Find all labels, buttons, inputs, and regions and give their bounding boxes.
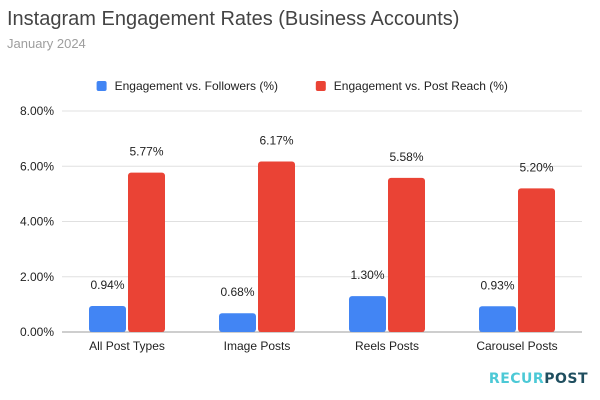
data-label: 5.77% [129, 145, 163, 159]
y-tick-label: 2.00% [20, 270, 54, 284]
y-tick-label: 6.00% [20, 159, 54, 173]
x-tick-label: Reels Posts [355, 339, 419, 353]
bar [258, 161, 295, 332]
y-tick-label: 8.00% [20, 104, 54, 118]
logo-part-post: POST [544, 371, 588, 387]
legend-label: Engagement vs. Post Reach (%) [334, 79, 508, 93]
data-label: 1.30% [350, 268, 384, 282]
logo-part-recur: RECUR [488, 371, 545, 387]
chart-title: Instagram Engagement Rates (Business Acc… [7, 8, 460, 30]
data-label: 0.93% [480, 278, 514, 292]
bar [349, 296, 386, 332]
data-label: 5.58% [389, 150, 423, 164]
recurpost-logo: RECURPOST [489, 371, 588, 387]
chart-subtitle: January 2024 [7, 36, 86, 51]
bar [219, 313, 256, 332]
legend-label: Engagement vs. Followers (%) [115, 79, 278, 93]
x-tick-label: All Post Types [89, 339, 165, 353]
legend-swatch [315, 81, 326, 91]
y-tick-label: 0.00% [20, 325, 54, 339]
data-label: 0.94% [90, 278, 124, 292]
legend-swatch [96, 81, 107, 91]
x-tick-label: Carousel Posts [476, 339, 557, 353]
y-tick-label: 4.00% [20, 215, 54, 229]
data-label: 6.17% [259, 134, 293, 148]
bar [518, 188, 555, 332]
bar [388, 177, 425, 332]
x-tick-label: Image Posts [224, 339, 291, 353]
data-label: 5.20% [519, 160, 553, 174]
bar [128, 172, 165, 332]
bar [479, 306, 516, 332]
bar [89, 306, 126, 332]
data-label: 0.68% [220, 285, 254, 299]
